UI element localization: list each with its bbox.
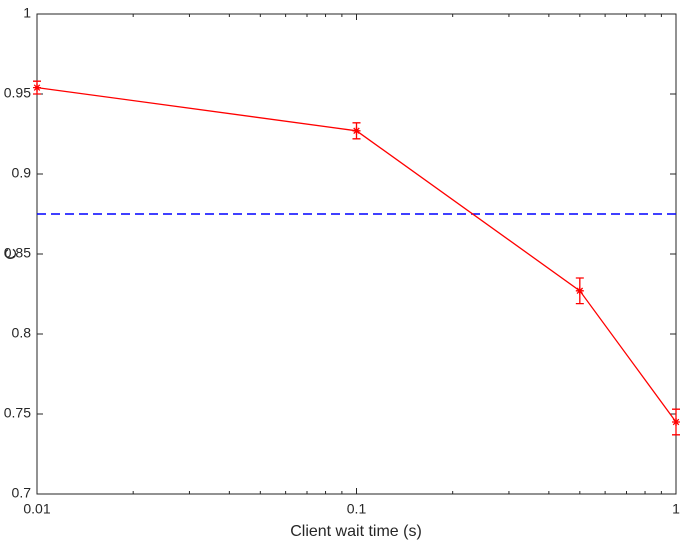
y-tick-label: 0.7	[12, 485, 32, 501]
x-axis-label: Client wait time (s)	[290, 523, 422, 540]
marker	[575, 286, 584, 295]
y-tick-label: 0.75	[4, 405, 31, 421]
y-axis-label: C	[3, 248, 20, 260]
y-tick-label: 0.9	[12, 165, 32, 181]
y-tick-label: 0.85	[4, 245, 31, 261]
x-tick-label: 0.01	[23, 501, 50, 517]
plot-area	[36, 13, 677, 495]
marker	[672, 418, 680, 426]
y-tick-label: 0.8	[12, 325, 32, 341]
y-tick-label: 1	[23, 5, 31, 21]
data-line	[36, 86, 677, 423]
marker	[352, 126, 361, 135]
marker	[33, 83, 41, 92]
x-tick-label: 1	[672, 501, 680, 517]
x-tick-label: 0.1	[347, 501, 367, 517]
y-tick-label: 0.95	[4, 85, 31, 101]
